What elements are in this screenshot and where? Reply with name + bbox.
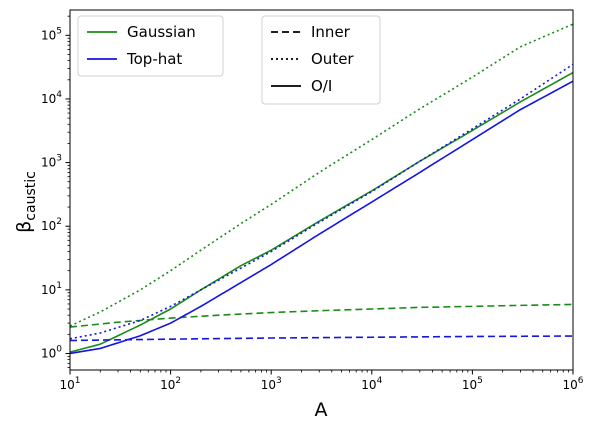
- legend-frame: [261, 15, 381, 105]
- x-tick-label: 101: [59, 376, 80, 392]
- legend-frame: [77, 15, 224, 77]
- x-tick-label: 102: [160, 376, 181, 392]
- legend-label-inner: Inner: [311, 23, 351, 41]
- y-tick-label: 103: [41, 154, 62, 170]
- legend-label-outer: Outer: [311, 50, 354, 68]
- legend-label-gaussian: Gaussian: [127, 23, 196, 41]
- y-tick-label: 104: [41, 90, 62, 106]
- series-top-hat-inner: [69, 335, 574, 342]
- x-tick-label: 104: [361, 376, 382, 392]
- x-tick-label: 103: [261, 376, 282, 392]
- series-gaussian-outer: [69, 23, 574, 327]
- tick-marks: 101 102 103 104 105 106 100 101 102 103 104 105: [41, 15, 584, 392]
- y-tick-label: 102: [41, 217, 62, 233]
- series-top-hat-outer: [69, 63, 574, 340]
- y-axis-label-subscript: caustic: [23, 171, 39, 221]
- series-lines: [69, 23, 574, 355]
- y-axis-label-symbol: β: [13, 221, 35, 233]
- y-axis-label: βcaustic: [13, 171, 39, 233]
- legend-label-top-hat: Top-hat: [126, 50, 182, 68]
- series-gaussian-o-i: [69, 71, 574, 353]
- x-tick-label: 106: [562, 376, 583, 392]
- y-tick-label: 105: [41, 26, 62, 42]
- x-axis-label: A: [315, 399, 328, 421]
- x-tick-label: 105: [462, 376, 483, 392]
- series-top-hat-o-i: [69, 80, 574, 355]
- legends: Gaussian Top-hat Inner Outer O/I: [77, 15, 381, 105]
- series-gaussian-inner: [69, 303, 574, 328]
- legend-top-left: Gaussian Top-hat: [77, 15, 224, 77]
- y-tick-label: 101: [41, 281, 62, 297]
- plot-area-frame: [69, 9, 574, 371]
- y-tick-label: 100: [41, 344, 62, 360]
- legend-top-center: Inner Outer O/I: [261, 15, 381, 105]
- legend-label-o-i: O/I: [311, 77, 332, 95]
